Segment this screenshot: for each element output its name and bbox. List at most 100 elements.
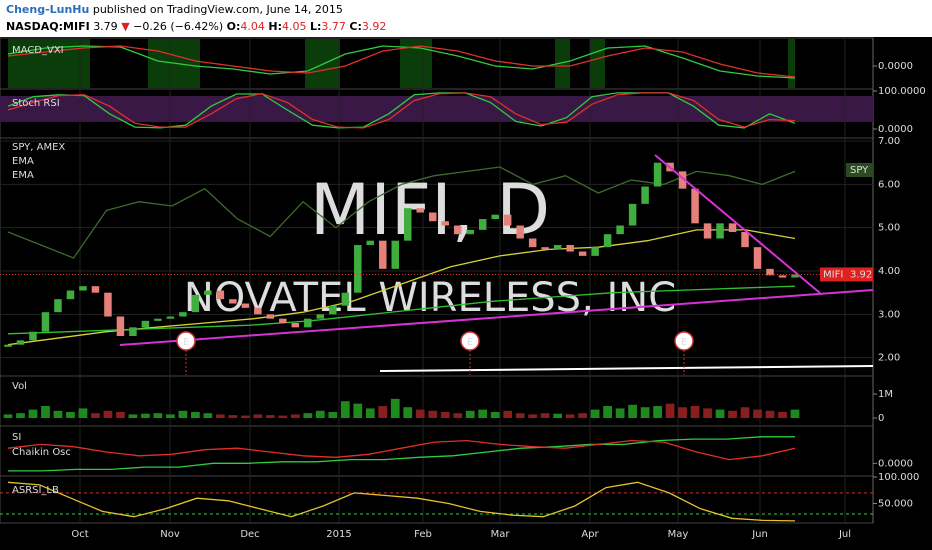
series-line — [7, 166, 796, 259]
y-tick-label: 100.000 — [878, 472, 919, 483]
volume-bar — [728, 410, 737, 418]
price-tag-label: MIFI — [823, 269, 843, 280]
volume-bar — [653, 406, 662, 418]
signal-shade — [305, 39, 340, 88]
volume-bar — [66, 412, 75, 418]
candle — [16, 340, 25, 345]
x-tick-label: Jun — [751, 529, 768, 540]
volume-bar — [203, 413, 213, 418]
series-line — [8, 436, 795, 472]
candle — [191, 294, 200, 313]
x-tick-label: Oct — [71, 529, 88, 540]
ohlc-value: 4.05 — [281, 20, 307, 33]
volume-bar — [378, 406, 388, 418]
panel — [0, 375, 874, 427]
candle — [478, 219, 487, 230]
trendline — [654, 154, 821, 294]
quote-line: NASDAQ:MIFI 3.79 ▼ −0.26 (−6.42%) O:4.04… — [6, 20, 386, 33]
panel-title: ASRSI_LB — [12, 485, 59, 496]
y-tick-label: 50.000 — [878, 498, 913, 509]
candle — [41, 312, 50, 332]
volume-bar — [303, 413, 313, 418]
candle — [503, 214, 512, 226]
volume-bar — [78, 408, 88, 418]
panel — [0, 137, 874, 377]
volume-bar — [178, 410, 188, 418]
candle — [453, 225, 462, 235]
candle — [204, 290, 212, 295]
legend-entry: SI — [12, 432, 21, 443]
volume-bar — [353, 403, 363, 418]
candle — [716, 223, 724, 239]
candle — [553, 245, 562, 250]
watermark: MIFI, D — [310, 169, 550, 251]
volume-bar — [690, 406, 700, 418]
candle — [528, 238, 537, 248]
ohlc-label: L: — [309, 20, 322, 33]
y-tick-label: 100.0000 — [878, 86, 926, 97]
ohlc-label: C: — [349, 20, 362, 33]
change: −0.26 (−6.42%) — [133, 20, 224, 33]
candle — [603, 234, 612, 248]
candle — [541, 247, 549, 250]
volume-bar — [153, 413, 163, 418]
candle — [91, 286, 100, 293]
candle — [753, 247, 762, 269]
event-label: E — [467, 337, 473, 348]
volume-bar — [678, 407, 687, 418]
volume-bar — [328, 412, 338, 418]
y-tick-label: 0.0000 — [878, 61, 913, 72]
volume-bar — [116, 412, 125, 418]
candle — [254, 307, 262, 315]
legend-entry: SPY, AMEX — [12, 142, 65, 153]
x-tick-label: Jul — [838, 529, 851, 540]
author[interactable]: Cheng-LunHu — [6, 3, 90, 16]
volume-bar — [778, 412, 787, 418]
candle — [141, 320, 150, 328]
volume-bar — [16, 413, 25, 418]
volume-bar — [315, 410, 325, 418]
volume-bar — [103, 410, 113, 418]
volume-bar — [715, 409, 725, 418]
y-tick-label: 7.00 — [878, 136, 900, 147]
candle — [366, 240, 375, 246]
volume-bar — [41, 406, 50, 418]
candle — [628, 203, 637, 226]
ohlc-value: 4.04 — [240, 20, 265, 33]
volume-bar — [740, 407, 750, 418]
volume-bar — [565, 414, 575, 418]
candle — [791, 274, 799, 278]
candle — [216, 290, 225, 300]
event-marker — [176, 331, 196, 351]
candle — [728, 223, 737, 233]
last: 3.79 — [93, 20, 118, 33]
series-line — [7, 45, 796, 79]
candle — [166, 316, 175, 319]
price-tag-value: 3.92 — [850, 269, 872, 280]
volume-bar — [553, 413, 563, 418]
candle — [54, 299, 62, 313]
legend-entry: EMA — [12, 170, 34, 181]
candle — [266, 314, 275, 319]
spy-tag-box — [846, 163, 873, 177]
legend-entry: EMA — [12, 156, 34, 167]
candle — [516, 225, 524, 239]
candle — [341, 292, 350, 306]
candle — [641, 186, 649, 204]
candle — [466, 229, 474, 235]
event-label: E — [183, 337, 189, 348]
volume-bar — [753, 409, 762, 418]
volume-bar — [703, 408, 712, 418]
y-tick-label: 0.0000 — [878, 124, 913, 135]
volume-bar — [640, 407, 650, 418]
volume-bar — [191, 412, 200, 418]
volume-bar — [765, 410, 775, 418]
candle — [104, 292, 112, 317]
y-tick-label: 6.00 — [878, 179, 900, 190]
ohlc-label: H: — [268, 20, 282, 33]
volume-bar — [278, 415, 288, 418]
volume-bar — [340, 401, 350, 418]
volume-bar — [428, 410, 438, 418]
volume-bar — [53, 410, 63, 418]
